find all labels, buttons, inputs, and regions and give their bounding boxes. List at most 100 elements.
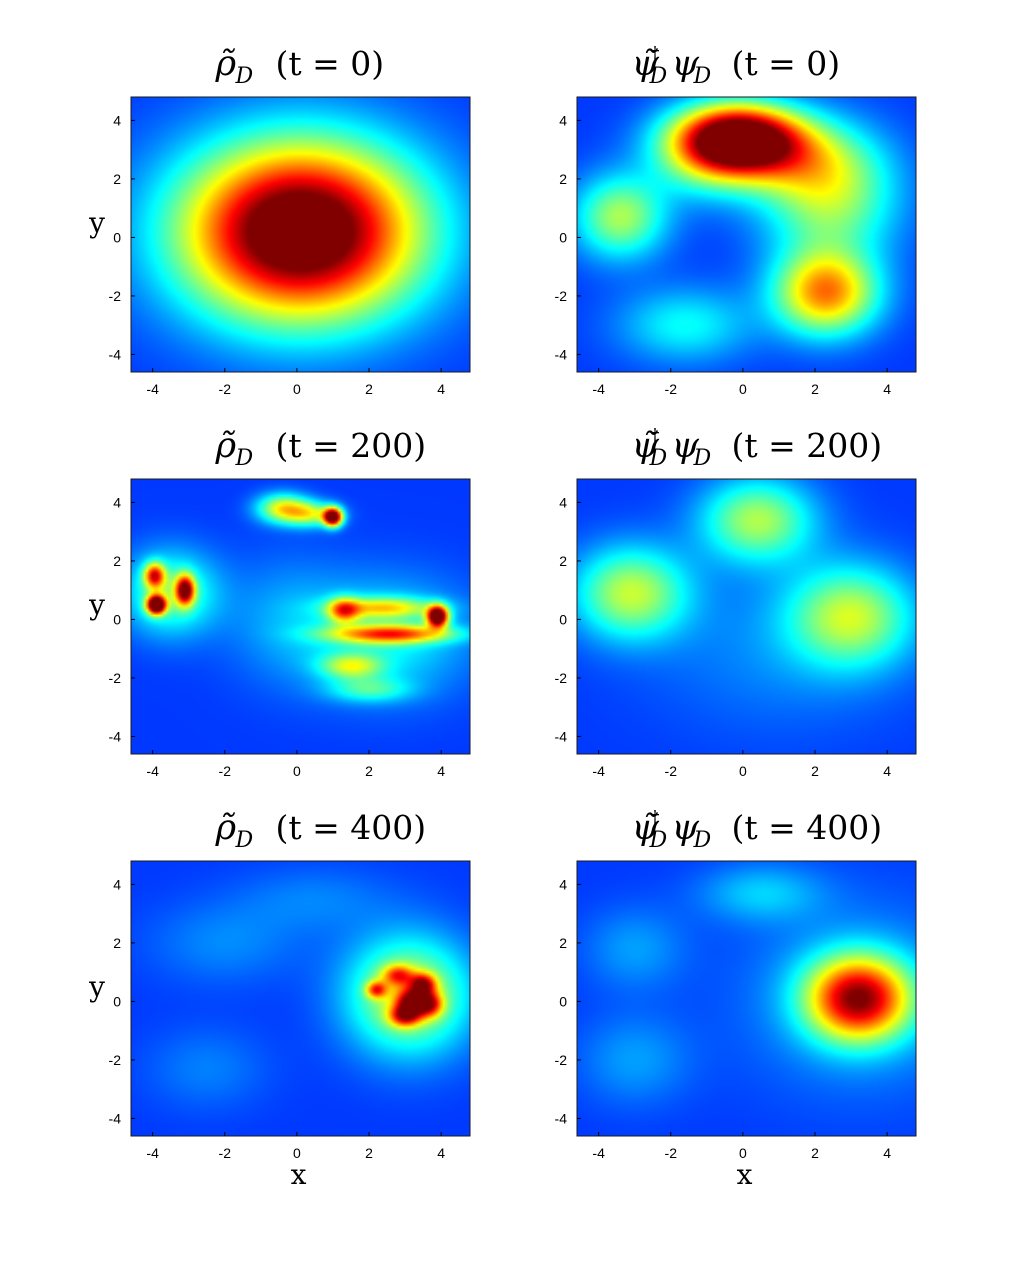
plot-frame-2	[576, 96, 917, 373]
title-time: (t = 400)	[732, 808, 883, 847]
y-tick-label: 0	[113, 611, 121, 627]
y-tick-label: -4	[555, 728, 568, 744]
title-symbol: ρ̃	[215, 426, 237, 466]
x-tick-label: 2	[811, 1145, 819, 1161]
x-tick-label: -4	[592, 381, 605, 397]
y-tick-label: -2	[555, 670, 568, 686]
x-tick-label: 2	[365, 1145, 373, 1161]
y-tick-label: 0	[559, 993, 567, 1009]
title-time: (t = 0)	[276, 44, 385, 83]
x-tick-label: 4	[883, 763, 891, 779]
title-subscript: D	[649, 828, 668, 853]
y-tick-label: 4	[559, 876, 567, 892]
heatmap-image-5	[131, 861, 470, 1136]
y-tick-label: -2	[109, 1052, 122, 1068]
title-subscript: D	[235, 64, 254, 89]
x-tick-label: 0	[293, 381, 301, 397]
title-subscript: D	[235, 828, 254, 853]
y-tick-label: 0	[113, 993, 121, 1009]
y-tick-label: 2	[113, 171, 121, 187]
title-superscript: †	[651, 43, 660, 64]
y-tick-label: 2	[113, 935, 121, 951]
y-tick-label: -4	[109, 346, 122, 362]
title-operand-subscript: D	[693, 64, 712, 89]
heatmap-image-1	[131, 97, 470, 372]
y-tick-label: 2	[559, 935, 567, 951]
title-symbol: ψ̃	[632, 426, 660, 466]
axes-5: -4 -2 0 2 4 4 2 0 -2 -4 y x	[88, 876, 445, 1191]
panel-title-2: ψ̃†D ψD (t = 0)	[632, 43, 841, 89]
plot-frame-4	[576, 478, 917, 755]
plot-frame-1	[130, 96, 471, 373]
title-operand-subscript: D	[693, 446, 712, 471]
heatmap-image-6	[577, 861, 916, 1136]
y-tick-label: 0	[559, 229, 567, 245]
title-operand: ψ	[672, 426, 700, 466]
y-axis-label: y	[88, 207, 105, 240]
y-axis-label: y	[88, 971, 105, 1004]
x-tick-label: 2	[365, 381, 373, 397]
heatmap-image-3	[131, 479, 470, 754]
x-tick-label: -4	[146, 763, 159, 779]
x-axis-label: x	[737, 1158, 753, 1191]
panel-title-5: ρ̃ D (t = 400)	[215, 808, 427, 853]
y-tick-label: 4	[113, 876, 121, 892]
title-superscript: †	[651, 807, 660, 828]
x-tick-label: 2	[811, 763, 819, 779]
y-tick-label: 2	[113, 553, 121, 569]
y-tick-label: 0	[113, 229, 121, 245]
x-tick-label: 4	[883, 1145, 891, 1161]
axes-4: -4 -2 0 2 4 4 2 0 -2 -4	[555, 494, 892, 779]
y-tick-label: -4	[109, 728, 122, 744]
plot-frame-5	[130, 860, 471, 1137]
heatmap-image-2	[577, 97, 916, 372]
title-time: (t = 0)	[732, 44, 841, 83]
plot-frame-3	[130, 478, 471, 755]
x-tick-label: 4	[437, 1145, 445, 1161]
x-tick-label: -2	[665, 763, 678, 779]
title-time: (t = 200)	[276, 426, 427, 465]
panel-title-6: ψ̃†D ψD (t = 400)	[632, 807, 883, 853]
panel-title-3: ρ̃ D (t = 200)	[215, 426, 427, 471]
title-time: (t = 400)	[276, 808, 427, 847]
x-tick-label: 4	[437, 763, 445, 779]
title-operand: ψ	[672, 44, 700, 84]
y-tick-label: 4	[559, 494, 567, 510]
axes-3: -4 -2 0 2 4 4 2 0 -2 -4 y	[88, 494, 445, 779]
x-tick-label: 0	[293, 763, 301, 779]
axes-1: -4 -2 0 2 4 4 2 0 -2 -4 y	[88, 112, 445, 397]
plot-frame-6	[576, 860, 917, 1137]
title-operand: ψ	[672, 808, 700, 848]
y-tick-label: -4	[555, 1110, 568, 1126]
y-tick-label: 2	[559, 553, 567, 569]
x-tick-label: -2	[219, 1145, 232, 1161]
title-symbol: ρ̃	[215, 808, 237, 848]
x-tick-label: 0	[739, 763, 747, 779]
x-axis-label: x	[291, 1158, 307, 1191]
x-tick-label: -4	[146, 381, 159, 397]
panel-title-1: ρ̃ D (t = 0)	[215, 44, 385, 89]
x-tick-label: -2	[665, 1145, 678, 1161]
title-symbol: ψ̃	[632, 44, 660, 84]
axes-6: -4 -2 0 2 4 4 2 0 -2 -4 x	[555, 876, 892, 1191]
title-superscript: †	[651, 425, 660, 446]
y-tick-label: -2	[109, 288, 122, 304]
y-tick-label: -4	[109, 1110, 122, 1126]
panel-title-4: ψ̃†D ψD (t = 200)	[632, 425, 883, 471]
y-tick-label: 0	[559, 611, 567, 627]
heatmap-image-4	[577, 479, 916, 754]
x-tick-label: -2	[219, 381, 232, 397]
x-tick-label: -4	[592, 763, 605, 779]
y-tick-label: 4	[113, 494, 121, 510]
x-tick-label: 4	[437, 381, 445, 397]
title-subscript: D	[235, 446, 254, 471]
x-tick-label: -2	[219, 763, 232, 779]
y-axis-label: y	[88, 589, 105, 622]
y-tick-label: -2	[555, 288, 568, 304]
title-subscript: D	[649, 446, 668, 471]
y-tick-label: 4	[559, 112, 567, 128]
title-time: (t = 200)	[732, 426, 883, 465]
x-tick-label: 0	[739, 381, 747, 397]
x-tick-label: -4	[592, 1145, 605, 1161]
